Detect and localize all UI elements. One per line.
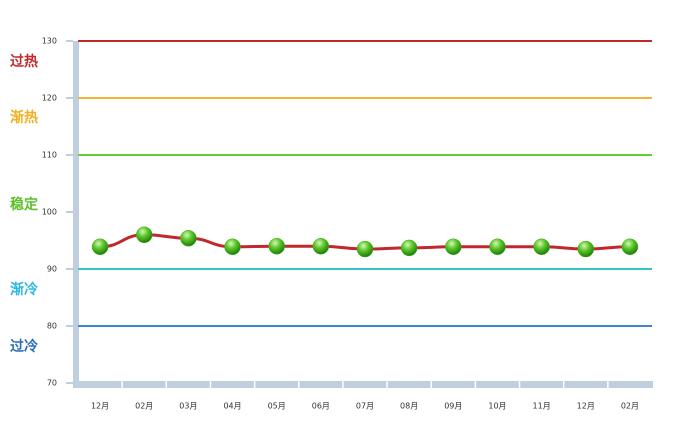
point xyxy=(621,238,639,256)
y-tick-label: 80 xyxy=(47,322,57,331)
point xyxy=(356,240,374,258)
zone-label: 过冷 xyxy=(10,338,38,355)
point xyxy=(180,229,197,247)
x-tick-label: 12月 xyxy=(91,402,109,411)
point xyxy=(268,237,285,255)
y-tick-label: 130 xyxy=(42,37,57,46)
y-tick-label: 70 xyxy=(47,379,57,388)
zone-label: 稳定 xyxy=(10,196,38,213)
x-tick-label: 08月 xyxy=(400,402,418,411)
x-tick-label: 12月 xyxy=(577,402,595,411)
zone-label: 过热 xyxy=(10,53,38,70)
point xyxy=(312,237,330,255)
x-tick-label: 05月 xyxy=(268,402,286,411)
point xyxy=(489,238,506,256)
y-tick-label: 100 xyxy=(42,208,57,217)
point xyxy=(577,240,595,258)
point xyxy=(91,238,109,256)
x-tick-label: 06月 xyxy=(312,402,330,411)
zone-label: 渐热 xyxy=(10,109,38,126)
point xyxy=(533,238,550,256)
y-tick-label: 90 xyxy=(47,265,57,274)
x-tick-label: 02月 xyxy=(621,402,639,411)
zone-label: 渐冷 xyxy=(10,281,38,298)
x-tick-label: 04月 xyxy=(223,402,241,411)
x-tick-label: 02月 xyxy=(135,402,153,411)
y-tick-label: 110 xyxy=(42,151,57,160)
x-tick-label: 11月 xyxy=(533,402,551,411)
point xyxy=(400,239,418,257)
point xyxy=(135,226,153,244)
x-axis-bar xyxy=(73,381,653,388)
x-tick-label: 03月 xyxy=(179,402,197,411)
x-tick-label: 09月 xyxy=(444,402,462,411)
y-tick-label: 120 xyxy=(42,94,57,103)
point xyxy=(224,238,241,256)
point xyxy=(445,238,462,256)
x-tick-label: 07月 xyxy=(356,402,374,411)
x-tick-label: 10月 xyxy=(488,402,506,411)
y-axis-bar xyxy=(73,41,79,387)
